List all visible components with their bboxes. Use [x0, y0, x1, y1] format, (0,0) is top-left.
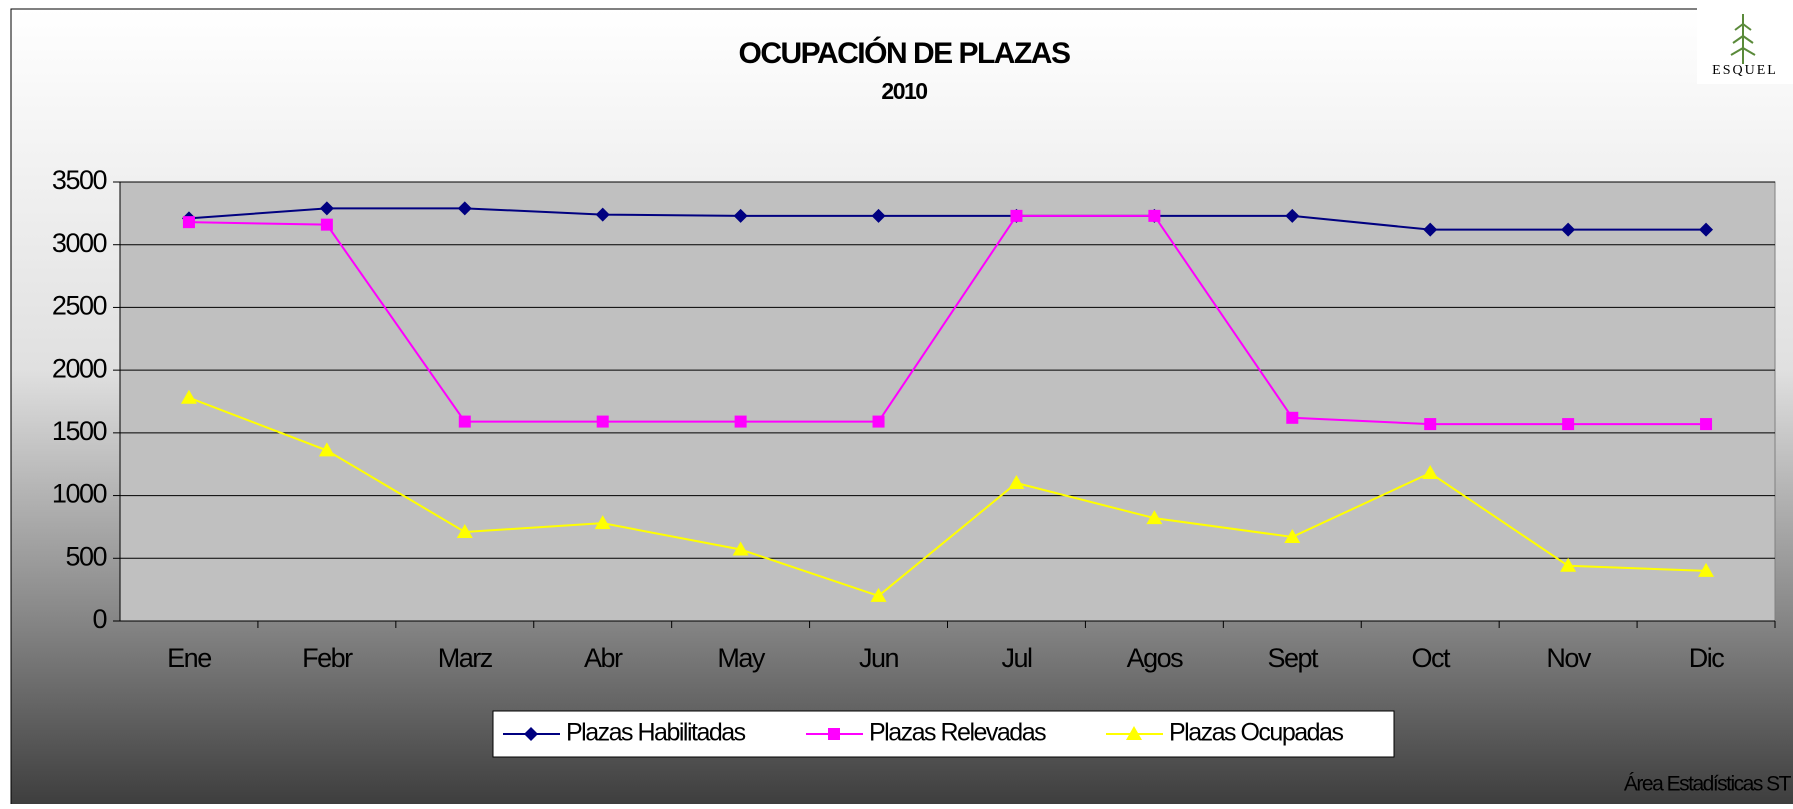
x-tick-label: Abr — [584, 643, 623, 673]
data-point — [1424, 418, 1437, 431]
data-point — [1146, 510, 1163, 525]
footer: Área Estadísticas ST — [1624, 773, 1792, 796]
data-point — [596, 415, 609, 428]
data-point — [872, 415, 885, 428]
legend-marker — [1126, 726, 1142, 740]
data-point — [870, 587, 887, 602]
logo-tree — [1730, 14, 1756, 64]
data-point — [734, 415, 747, 428]
data-point — [320, 218, 333, 231]
data-point — [1562, 418, 1575, 431]
data-point — [456, 523, 473, 538]
x-tick-label: Oct — [1411, 643, 1451, 673]
data-point — [1700, 418, 1713, 431]
data-point — [1284, 528, 1301, 543]
legend-box — [492, 710, 1395, 758]
data-point — [1560, 557, 1577, 572]
data-point — [1698, 562, 1715, 577]
data-point — [871, 208, 886, 223]
x-tick-label: Dic — [1689, 643, 1724, 673]
x-tick-label: Ene — [167, 643, 211, 673]
x-tick-label: Jun — [859, 643, 899, 673]
data-point — [1148, 209, 1161, 222]
data-point — [457, 201, 472, 216]
data-point — [1423, 222, 1438, 237]
y-tick-label: 0 — [92, 604, 106, 634]
data-point — [594, 515, 611, 530]
data-point — [733, 208, 748, 223]
y-tick-label: 1500 — [52, 416, 107, 446]
data-point — [1008, 475, 1025, 490]
x-tick-label: Sept — [1268, 643, 1320, 673]
data-point — [1699, 222, 1714, 237]
data-point — [595, 207, 610, 222]
series-line — [188, 214, 1707, 426]
x-tick-label: Nov — [1546, 643, 1592, 673]
data-point — [1286, 411, 1299, 424]
legend-label: Plazas Relevadas — [869, 719, 1046, 747]
data-point — [732, 541, 749, 556]
legend-label: Plazas Ocupadas — [1169, 719, 1343, 747]
x-tick-label: Jul — [1001, 643, 1032, 673]
data-point — [1285, 208, 1300, 223]
plot-area — [119, 181, 1776, 622]
logo-text: ESQUEL — [1712, 63, 1778, 78]
chart-subtitle: 2010 — [881, 78, 927, 104]
data-point — [1010, 209, 1023, 222]
x-tick-label: Marz — [438, 643, 493, 673]
x-tick-label: May — [717, 643, 766, 673]
data-point — [180, 389, 197, 404]
data-point — [318, 442, 335, 457]
data-point — [458, 415, 471, 428]
x-tick-label: Febr — [302, 643, 353, 673]
y-tick-label: 3500 — [52, 165, 107, 195]
data-point — [1422, 464, 1439, 479]
legend-marker — [828, 728, 840, 740]
data-point — [1561, 222, 1576, 237]
data-point — [182, 216, 195, 229]
legend-marker — [524, 727, 538, 741]
y-tick-label: 3000 — [52, 228, 107, 258]
chart-title: OCUPACIÓN DE PLAZAS — [739, 36, 1070, 70]
y-tick-label: 500 — [65, 541, 106, 571]
logo-box — [1697, 8, 1793, 84]
y-tick-label: 2500 — [52, 291, 107, 321]
legend-label: Plazas Habilitadas — [566, 719, 746, 747]
series-line — [188, 207, 1707, 231]
y-tick-label: 2000 — [52, 353, 107, 383]
data-point — [319, 201, 334, 216]
x-tick-label: Agos — [1127, 643, 1184, 673]
y-tick-label: 1000 — [52, 479, 107, 509]
series-line — [188, 396, 1707, 598]
